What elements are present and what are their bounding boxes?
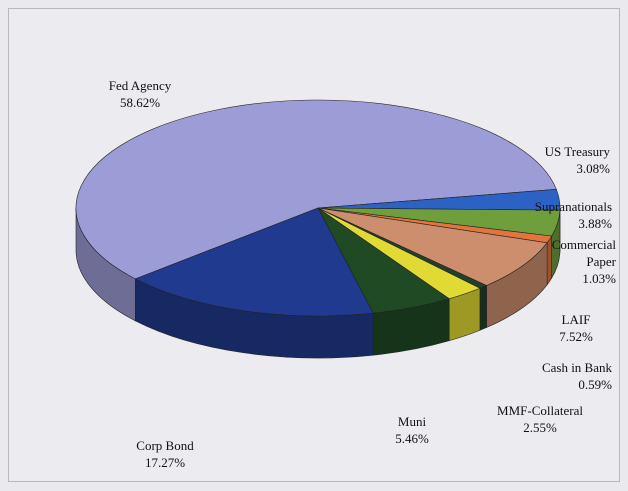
category-label: US Treasury [544,144,610,159]
value-label: 0.59% [578,377,612,392]
slice-label: Commercial Paper 1.03% [540,236,616,287]
slice-label: MMF-Collateral 2.55% [470,402,610,436]
slice-label: LAIF 7.52% [540,311,612,345]
category-label: Commercial Paper [551,237,616,269]
slice-label: Cash in Bank 0.59% [490,359,612,393]
category-label: LAIF [561,312,591,327]
category-label: Cash in Bank [541,360,612,375]
category-label: Muni [397,414,427,429]
slice [75,99,557,280]
value-label: 2.55% [523,420,557,435]
slice-side [479,285,487,331]
slice-label: Fed Agency 58.62% [90,77,190,111]
category-label: MMF-Collateral [497,403,583,418]
value-label: 7.52% [559,329,593,344]
value-label: 1.03% [582,271,616,286]
value-label: 58.62% [119,95,161,110]
category-label: Corp Bond [136,438,194,453]
value-label: 17.27% [144,455,186,470]
slice-label: Muni 5.46% [372,413,452,447]
category-label: Fed Agency [108,78,172,93]
slice-label: US Treasury 3.08% [500,143,610,177]
slice-label: Supranationals 3.88% [480,198,612,232]
value-label: 3.08% [576,161,610,176]
slice [317,207,548,286]
slice [134,207,374,317]
category-label: Supranationals [534,199,612,214]
slice-label: Corp Bond 17.27% [110,437,220,471]
value-label: 5.46% [395,431,429,446]
value-label: 3.88% [578,216,612,231]
